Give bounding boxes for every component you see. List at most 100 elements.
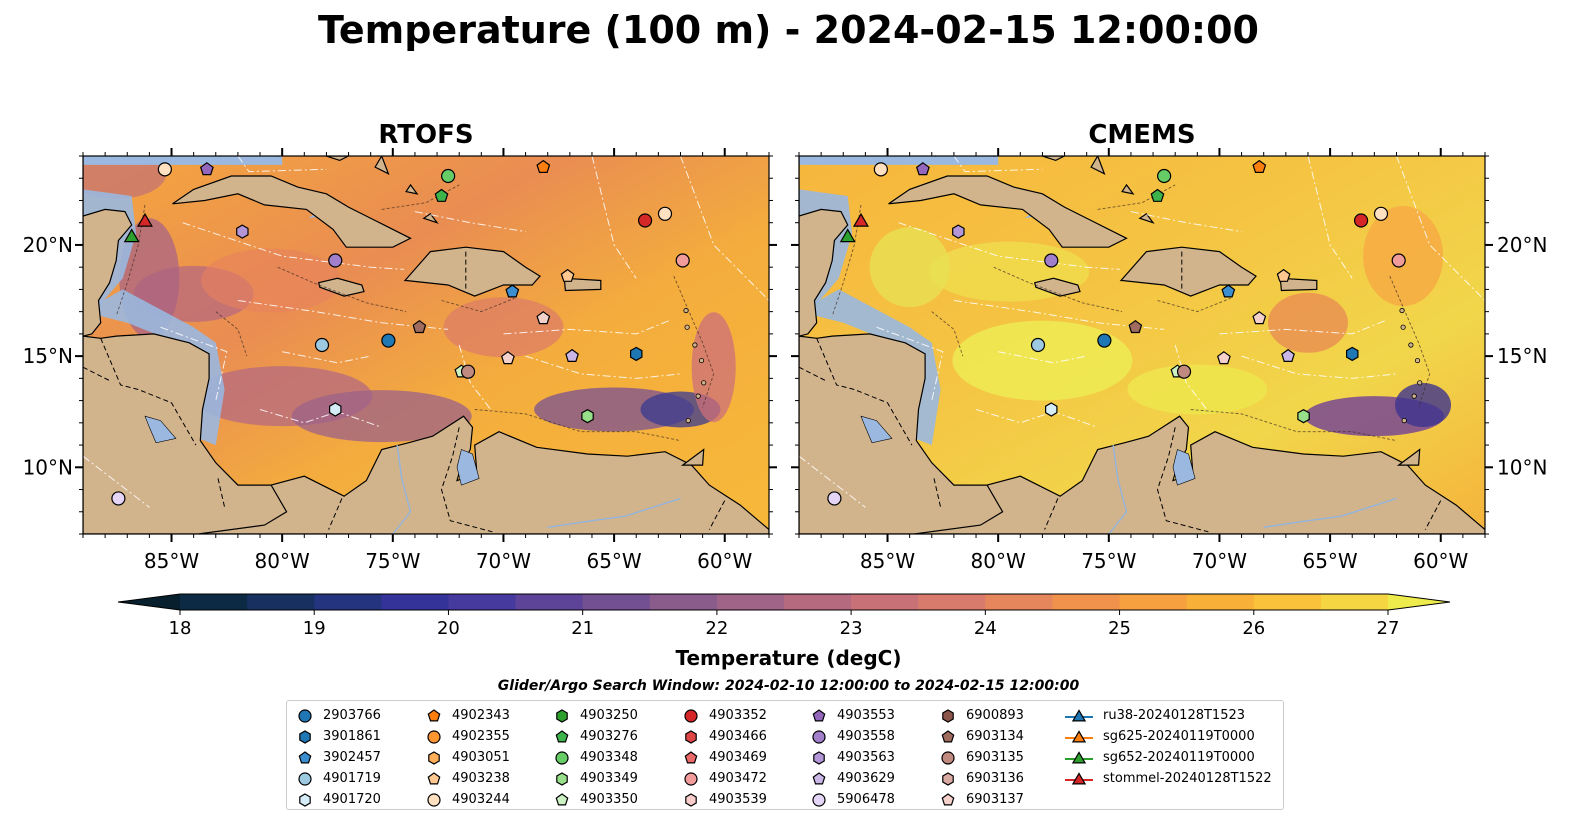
- legend-marker-icon: [942, 771, 954, 786]
- lon-tick-label: 80°W: [971, 549, 1026, 573]
- legend-symbol: [812, 708, 826, 721]
- legend-symbol: [299, 792, 311, 807]
- lon-tick-label: 65°W: [586, 549, 641, 573]
- legend-symbol: [684, 750, 698, 763]
- legend-item: stommel-20240128T1522: [1063, 768, 1272, 789]
- legend-symbol: [685, 729, 697, 744]
- legend-marker-icon: [299, 792, 311, 807]
- float-marker: [236, 224, 249, 239]
- legend-label: 4903250: [580, 708, 638, 723]
- map-cmems: [799, 156, 1485, 534]
- float-marker: [1150, 188, 1165, 202]
- legend-marker-icon: [299, 729, 311, 744]
- legend-label: 3902457: [323, 750, 381, 765]
- colorbar-tick-label: 25: [1108, 618, 1131, 639]
- figure-title: Temperature (100 m) - 2024-02-15 12:00:0…: [317, 8, 1259, 52]
- float-marker: [1391, 253, 1406, 268]
- legend-marker-icon: [427, 729, 441, 744]
- legend-marker-icon: [685, 729, 697, 744]
- colorbar-segment: [649, 594, 718, 610]
- float-marker: [629, 346, 643, 362]
- legend-label: 4903276: [580, 729, 638, 744]
- float-marker: [657, 206, 673, 221]
- legend-label: 4903472: [709, 771, 767, 786]
- legend-symbol: [298, 750, 312, 763]
- colorbar-tick-label: 22: [705, 618, 729, 639]
- legend-symbol: [812, 792, 826, 807]
- colorbar-tick-label: 20: [436, 618, 460, 639]
- legend-item: 4903469: [681, 747, 767, 768]
- legend-marker-icon: [812, 729, 826, 744]
- lon-tick-label: 75°W: [1081, 549, 1136, 573]
- float-marker: [500, 351, 515, 365]
- legend-label: 6903134: [966, 729, 1024, 744]
- colorbar-segment: [1186, 594, 1255, 610]
- lon-tick-label: 70°W: [1192, 549, 1247, 573]
- float-marker: [637, 213, 653, 228]
- legend-marker-icon: [813, 750, 825, 765]
- float-marker: [536, 159, 551, 173]
- legend-item: 4903051: [424, 747, 510, 768]
- legend-symbol: [298, 771, 312, 786]
- legend-item: 4903466: [681, 726, 767, 747]
- legend-marker-icon: [428, 750, 440, 765]
- legend-marker-icon: [555, 750, 569, 765]
- legend-marker-icon: [298, 771, 312, 786]
- legend-label: sg625-20240119T0000: [1103, 729, 1255, 744]
- legend-label: 6900893: [966, 708, 1024, 723]
- float-marker: [675, 253, 690, 268]
- colorbar-segment: [515, 594, 584, 610]
- legend-item: 4903563: [809, 747, 895, 768]
- legend-label: 4903349: [580, 771, 638, 786]
- float-marker: [434, 188, 449, 202]
- legend-marker-icon: [298, 708, 312, 723]
- legend-symbol: [942, 771, 954, 786]
- legend-marker-icon: [684, 771, 698, 786]
- colorbar-tick-label: 26: [1242, 618, 1266, 639]
- legend-label: 2903766: [323, 708, 381, 723]
- legend-marker-icon: [556, 708, 568, 723]
- legend-label: 4903553: [837, 708, 895, 723]
- colorbar-tick-label: 24: [973, 618, 997, 639]
- colorbar-segment: [582, 594, 651, 610]
- colorbar-tick-label: 21: [571, 618, 595, 639]
- legend-item: 5906478: [809, 789, 895, 810]
- legend-marker-icon: [812, 771, 826, 784]
- legend-symbol: [555, 792, 569, 805]
- legend-marker-icon: [812, 708, 826, 721]
- legend-column: 4903553 4903558 4903563 4903629 5906478: [809, 705, 895, 810]
- legend-marker-icon: [427, 792, 441, 807]
- float-marker: [1044, 402, 1058, 417]
- colorbar-tick-label: 18: [168, 618, 192, 639]
- legend-item: 4903352: [681, 705, 767, 726]
- legend-symbol: [555, 750, 569, 765]
- legend-marker-icon: [812, 792, 826, 807]
- colorbar-tick-label: 27: [1376, 618, 1400, 639]
- lat-tick-label: 20°N: [1497, 233, 1547, 257]
- float-marker: [560, 268, 575, 282]
- legend-item: 4903276: [552, 726, 638, 747]
- lat-tick-label: 10°N: [1497, 455, 1547, 479]
- legend-symbol: [428, 750, 440, 765]
- colorbar-segment: [1119, 594, 1188, 610]
- legend-symbol: [427, 792, 441, 807]
- legend-label: sg652-20240119T0000: [1103, 750, 1255, 765]
- colorbar-tick-label: 19: [302, 618, 326, 639]
- legend-item: 4903244: [424, 789, 510, 810]
- colorbar-max-arrow: [1388, 594, 1450, 610]
- float-marker: [505, 284, 520, 298]
- lon-tick-label: 85°W: [144, 549, 199, 573]
- legend-column: 4902343 4902355 4903051 4903238 4903244: [424, 705, 510, 810]
- legend-triangle: [1071, 729, 1087, 742]
- legend-column: 4903352 4903466 4903469 4903472 4903539: [681, 705, 767, 810]
- legend-item: 4903558: [809, 726, 895, 747]
- lon-tick-label: 60°W: [697, 549, 752, 573]
- lat-tick-label: 15°N: [23, 344, 73, 368]
- legend-symbol: [812, 771, 826, 784]
- colorbar-label: Temperature (degC): [675, 646, 902, 670]
- legend-symbol: [555, 729, 569, 742]
- legend-item: 4903349: [552, 768, 638, 789]
- legend-symbol: [427, 771, 441, 784]
- legend-label: 3901861: [323, 729, 381, 744]
- legend-symbol: [684, 771, 698, 786]
